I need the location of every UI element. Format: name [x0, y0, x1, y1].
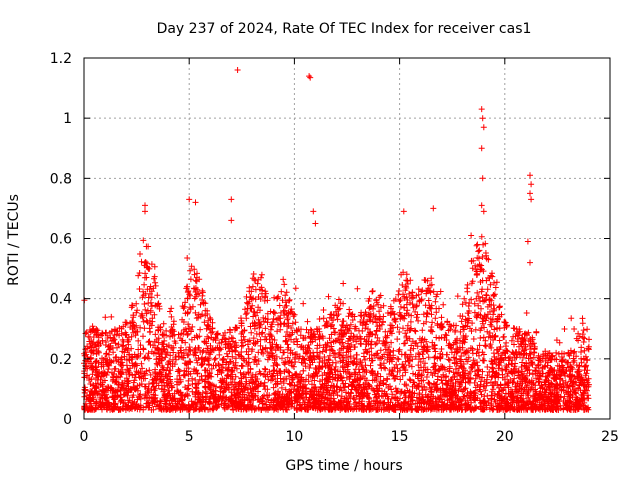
- y-tick-label: 0.8: [50, 171, 72, 187]
- x-tick-label: 25: [601, 429, 619, 445]
- x-tick-label: 20: [496, 429, 514, 445]
- x-tick-label: 15: [391, 429, 409, 445]
- y-axis-label: ROTI / TECUs: [6, 194, 22, 286]
- y-tick-label: 0: [63, 412, 72, 428]
- data-points: [81, 67, 592, 413]
- y-tick-label: 0.6: [50, 232, 72, 248]
- y-tick-label: 0.4: [50, 292, 72, 308]
- x-tick-label: 5: [185, 429, 194, 445]
- x-tick-label: 0: [80, 429, 89, 445]
- roti-points: [81, 67, 592, 413]
- x-tick-label: 10: [285, 429, 303, 445]
- axis-ticks: 0 5 10 15 20 25 0 0.2 0.4 0.6 0.8 1 1.2: [50, 51, 619, 445]
- chart-title: Day 237 of 2024, Rate Of TEC Index for r…: [157, 21, 532, 37]
- plot-frame: [83, 57, 611, 420]
- y-tick-label: 0.2: [50, 352, 72, 368]
- x-axis-label: GPS time / hours: [285, 458, 402, 474]
- y-tick-label: 1: [63, 111, 72, 127]
- y-tick-label: 1.2: [50, 51, 72, 67]
